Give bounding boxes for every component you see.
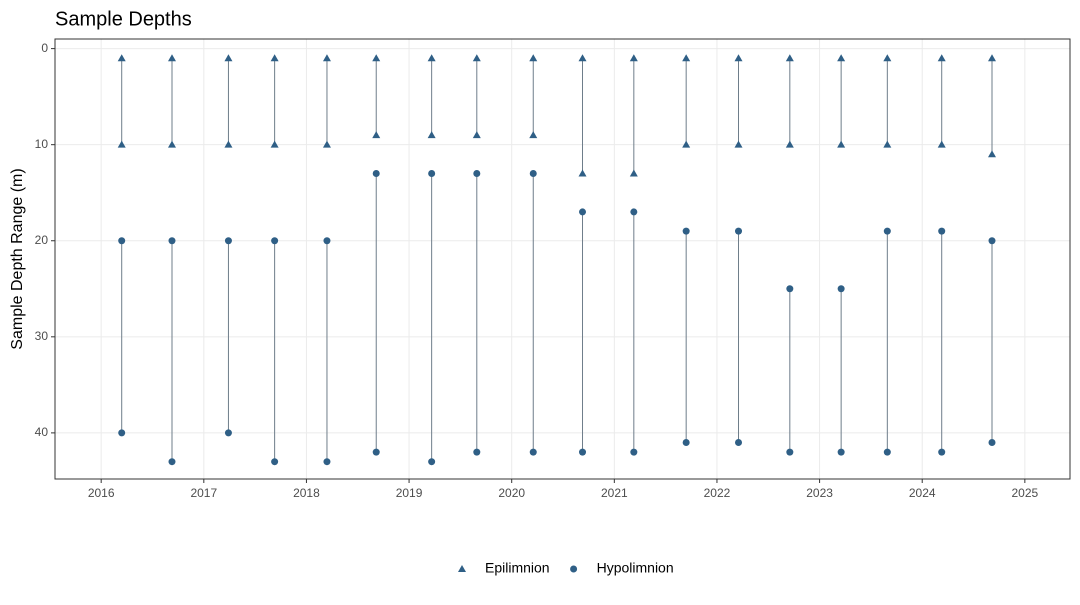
triangle-marker — [837, 54, 846, 62]
triangle-marker — [682, 140, 691, 148]
triangle-marker — [372, 131, 381, 139]
circle-marker — [883, 448, 891, 456]
triangle-marker — [578, 169, 587, 177]
triangle-marker — [937, 140, 946, 148]
circle-marker — [224, 429, 232, 437]
triangle-marker — [427, 131, 436, 139]
circle-marker — [883, 227, 891, 235]
triangle-marker — [270, 140, 279, 148]
x-tick-label: 2022 — [704, 486, 731, 500]
y-tick-label: 40 — [35, 425, 49, 439]
triangle-marker — [785, 140, 794, 148]
circle-marker — [988, 438, 996, 446]
triangle-marker — [988, 54, 997, 62]
x-tick-label: 2021 — [601, 486, 628, 500]
circle-marker — [837, 448, 845, 456]
triangle-marker — [883, 54, 892, 62]
triangle-marker — [322, 140, 331, 148]
circle-marker — [168, 458, 176, 466]
y-tick-label: 20 — [35, 233, 49, 247]
triangle-marker — [372, 54, 381, 62]
circle-marker — [786, 448, 794, 456]
circle-marker — [579, 208, 587, 216]
triangle-marker — [734, 54, 743, 62]
triangle-marker — [785, 54, 794, 62]
circle-marker — [323, 237, 331, 245]
x-tick-label: 2020 — [498, 486, 525, 500]
triangle-marker — [270, 54, 279, 62]
circle-marker — [786, 285, 794, 293]
triangle-marker — [224, 140, 233, 148]
y-tick-label: 10 — [35, 137, 49, 151]
circle-marker — [630, 448, 638, 456]
circle-marker — [271, 237, 279, 245]
circle-marker — [735, 227, 743, 235]
triangle-marker — [629, 169, 638, 177]
circle-marker — [988, 237, 996, 245]
circle-marker — [529, 169, 537, 177]
triangle-marker — [529, 131, 538, 139]
circle-marker — [372, 169, 380, 177]
x-tick-label: 2018 — [293, 486, 320, 500]
triangle-marker — [472, 54, 481, 62]
circle-marker — [224, 237, 232, 245]
triangle-marker — [117, 54, 126, 62]
circle-marker — [118, 429, 126, 437]
circle-marker — [428, 458, 436, 466]
x-tick-label: 2017 — [190, 486, 217, 500]
circle-marker — [323, 458, 331, 466]
y-tick-label: 0 — [41, 41, 48, 55]
triangle-marker — [988, 150, 997, 158]
triangle-marker — [167, 140, 176, 148]
circle-marker — [570, 565, 578, 573]
circle-marker — [473, 169, 481, 177]
triangle-marker — [117, 140, 126, 148]
y-axis-label: Sample Depth Range (m) — [9, 168, 26, 349]
circle-marker — [271, 458, 279, 466]
triangle-marker — [167, 54, 176, 62]
y-tick-label: 30 — [35, 329, 49, 343]
legend-label: Epilimnion — [485, 560, 550, 576]
circle-marker — [682, 438, 690, 446]
triangle-marker — [427, 54, 436, 62]
x-tick-label: 2016 — [88, 486, 115, 500]
triangle-marker — [224, 54, 233, 62]
triangle-marker — [322, 54, 331, 62]
circle-marker — [579, 448, 587, 456]
circle-marker — [473, 448, 481, 456]
x-tick-label: 2019 — [396, 486, 423, 500]
triangle-marker — [529, 54, 538, 62]
circle-marker — [837, 285, 845, 293]
circle-marker — [938, 227, 946, 235]
circle-marker — [735, 438, 743, 446]
triangle-marker — [578, 54, 587, 62]
triangle-marker — [682, 54, 691, 62]
triangle-marker — [837, 140, 846, 148]
circle-marker — [630, 208, 638, 216]
circle-marker — [529, 448, 537, 456]
triangle-marker — [734, 140, 743, 148]
circle-marker — [682, 227, 690, 235]
triangle-marker — [472, 131, 481, 139]
plot-border — [54, 38, 1071, 480]
triangle-marker — [458, 565, 466, 572]
triangle-marker — [937, 54, 946, 62]
circle-marker — [118, 237, 126, 245]
circle-marker — [428, 169, 436, 177]
x-tick-label: 2024 — [909, 486, 936, 500]
x-tick-label: 2025 — [1011, 486, 1038, 500]
chart-title: Sample Depths — [55, 8, 192, 30]
legend-label: Hypolimnion — [597, 560, 674, 576]
circle-marker — [168, 237, 176, 245]
circle-marker — [372, 448, 380, 456]
triangle-marker — [883, 140, 892, 148]
triangle-marker — [629, 54, 638, 62]
x-tick-label: 2023 — [806, 486, 833, 500]
circle-marker — [938, 448, 946, 456]
